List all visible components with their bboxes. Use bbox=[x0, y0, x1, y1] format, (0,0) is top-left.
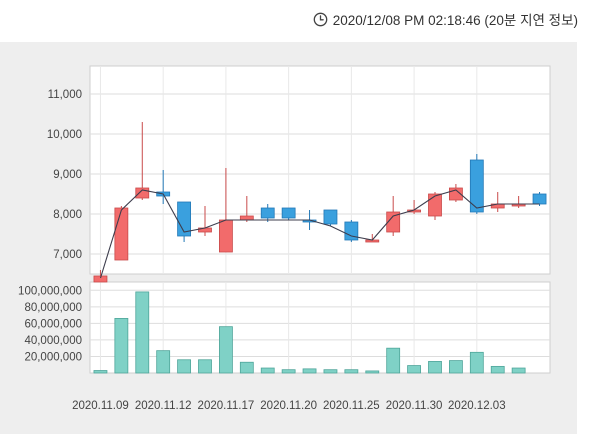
volume-y-tick-label: 80,000,000 bbox=[24, 302, 82, 314]
price-y-tick-label: 10,000 bbox=[47, 129, 82, 141]
candle-body bbox=[260, 207, 275, 219]
timestamp-text: 2020/12/08 PM 02:18:46 (20분 지연 정보) bbox=[332, 13, 578, 28]
volume-bar bbox=[407, 365, 421, 374]
candle-body bbox=[386, 211, 401, 233]
candle-body bbox=[177, 201, 191, 237]
volume-bar bbox=[93, 370, 108, 374]
volume-y-tick-label: 60,000,000 bbox=[24, 318, 82, 330]
x-tick-label: 2020.11.25 bbox=[323, 400, 380, 412]
volume-bar bbox=[469, 351, 484, 374]
x-tick-label: 2020.12.03 bbox=[448, 400, 506, 412]
volume-bar bbox=[219, 326, 233, 374]
candle-body bbox=[344, 221, 359, 241]
candle-body bbox=[323, 209, 338, 225]
volume-bar bbox=[365, 370, 380, 374]
volume-bar bbox=[281, 369, 296, 374]
x-tick-label: 2020.11.20 bbox=[260, 400, 317, 412]
candle-body bbox=[428, 193, 442, 217]
volume-bar bbox=[302, 368, 317, 374]
volume-bar bbox=[177, 359, 191, 374]
stock-chart-container: 7,000 8,000 9,000 10,000 11,000 20,000,000 40,… bbox=[0, 42, 577, 434]
stock-chart: 7,000 8,000 9,000 10,000 11,000 20,000,000 40,… bbox=[18, 65, 551, 412]
candle-body bbox=[93, 275, 108, 283]
volume-bar bbox=[156, 350, 171, 374]
volume-bar bbox=[323, 369, 338, 374]
volume-bar bbox=[511, 367, 526, 374]
candle-body bbox=[281, 207, 296, 219]
volume-bar bbox=[114, 317, 129, 374]
candle-body bbox=[532, 193, 547, 205]
price-y-tick-label: 8,000 bbox=[53, 209, 82, 221]
x-tick-label: 2020.11.17 bbox=[198, 400, 255, 412]
candle-body bbox=[114, 207, 129, 261]
volume-bar bbox=[260, 367, 275, 374]
volume-y-tick-label: 20,000,000 bbox=[24, 351, 82, 363]
candle-body bbox=[135, 187, 150, 199]
timestamp-bar: 2020/12/08 PM 02:18:46 (20분 지연 정보) bbox=[313, 9, 578, 29]
volume-bar bbox=[386, 347, 401, 374]
volume-y-tick-label: 40,000,000 bbox=[24, 335, 82, 347]
candle-body bbox=[239, 215, 254, 221]
x-tick-label: 2020.11.30 bbox=[386, 400, 443, 412]
clock-icon bbox=[313, 12, 328, 26]
x-tick-label: 2020.11.09 bbox=[72, 400, 129, 412]
candle-body bbox=[469, 159, 484, 213]
price-y-tick-label: 7,000 bbox=[53, 249, 82, 261]
moving-average-line bbox=[99, 189, 540, 279]
price-y-tick-label: 11,000 bbox=[48, 89, 82, 101]
volume-bar bbox=[344, 369, 359, 374]
volume-y-tick-label: 100,000,000 bbox=[18, 285, 82, 297]
volume-bar bbox=[135, 291, 150, 374]
volume-bar bbox=[239, 361, 254, 374]
candle-body bbox=[219, 219, 233, 253]
x-tick-label: 2020.11.12 bbox=[135, 400, 192, 412]
volume-bar bbox=[428, 361, 442, 374]
volume-bar bbox=[449, 360, 463, 374]
price-y-tick-label: 9,000 bbox=[53, 169, 82, 181]
volume-bar bbox=[490, 365, 505, 374]
volume-bar bbox=[198, 359, 212, 374]
